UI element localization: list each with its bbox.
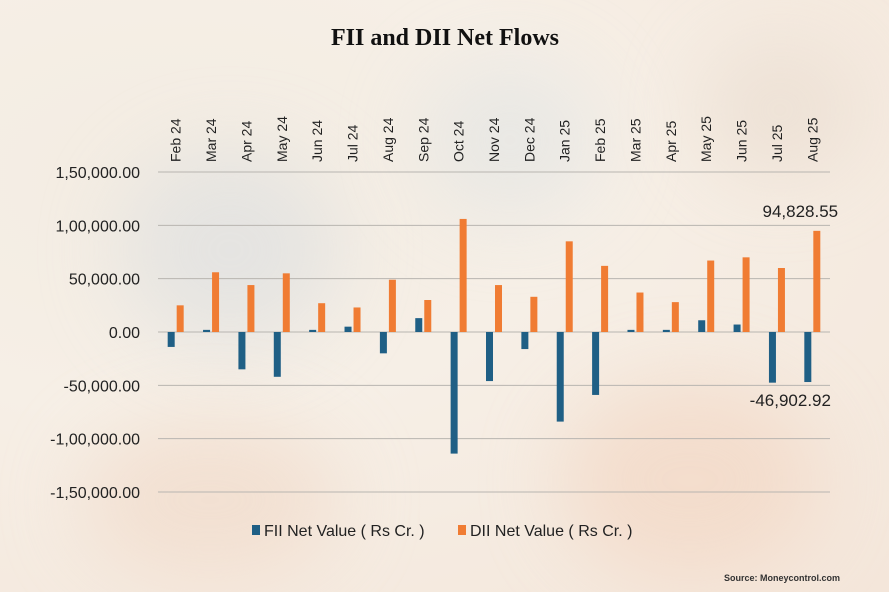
x-tick-label: Apr 24: [238, 121, 254, 162]
dii-bar: [424, 300, 432, 332]
y-tick-label: 50,000.00: [69, 272, 140, 289]
fii-last-value-label: -46,902.92: [750, 391, 831, 410]
x-tick-label: Nov 24: [486, 117, 502, 162]
legend-fii-label: FII Net Value ( Rs Cr. ): [264, 523, 425, 540]
x-tick-label: Sep 24: [415, 117, 431, 162]
dii-bar: [636, 292, 644, 332]
dii-bar: [282, 273, 290, 332]
dii-bar: [671, 302, 679, 332]
dii-bar: [495, 285, 502, 332]
x-tick-label: Dec 24: [521, 117, 537, 162]
fii-bar: [662, 329, 670, 332]
dii-bar: [530, 296, 538, 332]
dii-bar: [388, 279, 396, 332]
dii-bar: [742, 257, 750, 332]
background-blob: [700, 40, 860, 180]
dii-bar: [601, 265, 609, 332]
dii-bar: [212, 272, 220, 332]
fii-bar: [450, 332, 458, 454]
x-tick-label: Mar 24: [203, 118, 219, 162]
fii-bar: [733, 324, 741, 332]
y-axis-ticks: 1,50,000.00 1,00,000.00 50,000.00 0.00 -50,0…: [50, 165, 140, 502]
x-tick-label: Jul 25: [769, 124, 785, 162]
x-axis-ticks: Feb 24 Mar 24 Apr 24 May 24 Jun 24 Jul 24 Aug …: [168, 116, 821, 162]
x-tick-label: Jan 25: [557, 120, 573, 162]
x-tick-label: Oct 24: [451, 121, 467, 162]
y-tick-label: -50,000.00: [63, 378, 140, 395]
background-blob: [120, 150, 340, 350]
fii-bar: [273, 332, 281, 377]
y-tick-label: -1,00,000.00: [50, 432, 140, 449]
dii-bar: [459, 218, 467, 332]
fii-bar: [804, 332, 812, 383]
fii-bar: [698, 320, 706, 332]
legend: FII Net Value ( Rs Cr. ) DII Net Value (…: [252, 523, 632, 540]
dii-last-value-label: 94,828.55: [762, 202, 838, 221]
fii-bar: [486, 332, 493, 382]
fii-bar: [521, 332, 529, 350]
x-tick-label: Aug 25: [804, 117, 820, 162]
x-tick-label: Feb 25: [592, 118, 608, 162]
fii-bar: [592, 332, 600, 395]
fii-bar: [556, 332, 564, 422]
background-blob: [560, 380, 820, 580]
y-tick-label: -1,50,000.00: [50, 485, 140, 502]
fii-bar: [627, 329, 635, 332]
x-tick-label: May 24: [274, 116, 290, 162]
y-tick-label: 1,00,000.00: [55, 218, 140, 235]
x-tick-label: Aug 24: [380, 117, 396, 162]
dii-bar: [777, 268, 785, 332]
fii-bar: [344, 326, 352, 332]
legend-dii-swatch: [458, 525, 466, 535]
dii-bar: [813, 230, 821, 332]
x-tick-label: Jun 25: [734, 120, 750, 162]
y-tick-label: 0.00: [109, 325, 140, 342]
fii-bar: [309, 329, 317, 332]
fii-bar: [415, 318, 423, 332]
source-note: Source: Moneycontrol.com: [724, 573, 840, 583]
gridlines: [158, 171, 830, 493]
fii-bar: [768, 332, 776, 383]
x-tick-label: Mar 25: [627, 118, 643, 162]
dii-bar: [707, 260, 715, 332]
fii-bar: [167, 332, 175, 347]
x-tick-label: Feb 24: [168, 118, 184, 162]
y-tick-label: 1,50,000.00: [55, 165, 140, 182]
dii-bar: [247, 285, 255, 332]
fii-bar: [379, 332, 387, 354]
fii-bar: [238, 332, 246, 370]
x-tick-label: Jun 24: [309, 120, 325, 162]
bars: [167, 218, 821, 454]
x-tick-label: Jul 24: [345, 124, 361, 162]
background-blob: [80, 420, 340, 580]
legend-fii-swatch: [252, 525, 260, 535]
dii-bar: [565, 241, 573, 332]
x-tick-label: May 25: [698, 116, 714, 162]
chart-title: FII and DII Net Flows: [331, 25, 559, 51]
dii-bar: [176, 305, 184, 332]
x-tick-label: Apr 25: [663, 121, 679, 162]
fii-bar: [203, 329, 211, 332]
dii-bar: [318, 303, 326, 332]
background-blob: [420, 60, 600, 220]
dii-bar: [353, 307, 361, 332]
legend-dii-label: DII Net Value ( Rs Cr. ): [470, 523, 632, 540]
